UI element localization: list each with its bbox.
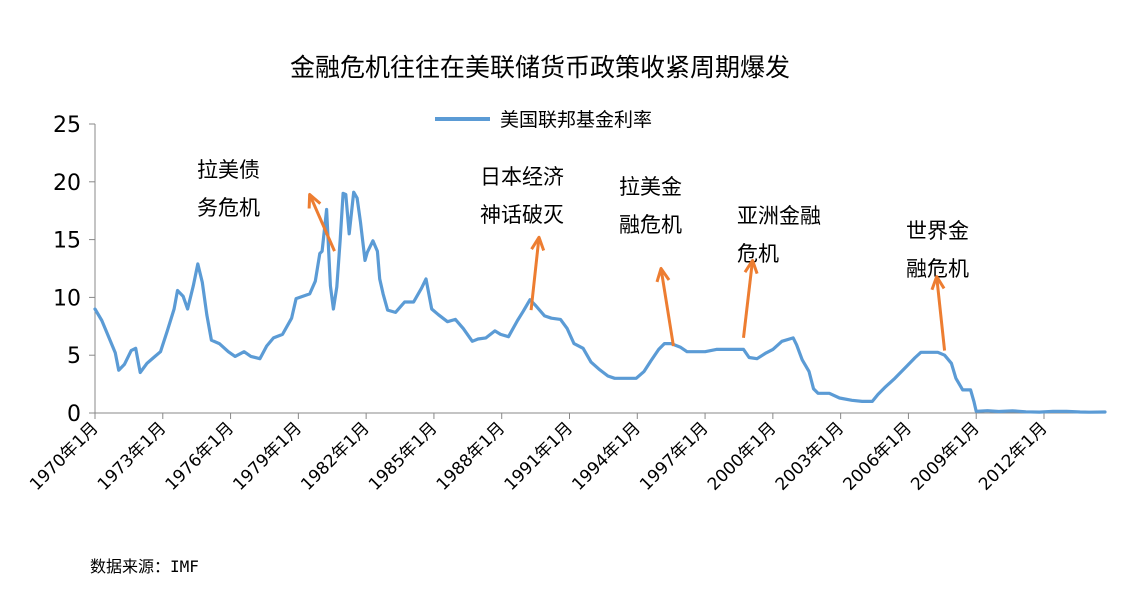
- x-tick-label: 1973年1月: [94, 418, 170, 494]
- y-tick-label: 25: [53, 113, 81, 138]
- annotation-arrowhead: [307, 193, 322, 209]
- annotation-label: 亚洲金融: [737, 204, 821, 228]
- annotation-arrow: [935, 276, 947, 351]
- x-tick-label: 2003年1月: [772, 418, 848, 494]
- y-tick-label: 10: [53, 286, 81, 311]
- annotation-label: 融危机: [619, 213, 682, 237]
- annotation-label: 危机: [737, 242, 779, 266]
- annotation-arrowhead: [743, 258, 759, 275]
- chart-title: 金融危机往往在美联储货币政策收紧周期爆发: [290, 53, 790, 82]
- x-tick-label: 1994年1月: [568, 418, 644, 494]
- x-tick-label: 1976年1月: [162, 418, 238, 494]
- annotation-label: 世界金: [906, 219, 969, 243]
- data-source: 数据来源：IMF: [90, 557, 199, 576]
- y-tick-label: 15: [53, 229, 81, 254]
- x-tick-label: 1979年1月: [229, 418, 305, 494]
- legend: 美国联邦基金利率: [435, 109, 652, 131]
- x-tick-label: 1970年1月: [26, 418, 102, 494]
- annotation-label: 拉美金: [619, 175, 682, 199]
- series-line: [93, 190, 1107, 414]
- x-tick-label: 1988年1月: [433, 418, 509, 494]
- x-tick-label: 1982年1月: [297, 418, 373, 494]
- x-tick-label: 2012年1月: [975, 418, 1051, 494]
- y-tick-label: 5: [67, 344, 81, 369]
- annotation-arrow: [659, 268, 675, 347]
- annotation-arrowhead: [930, 275, 946, 291]
- legend-label: 美国联邦基金利率: [500, 109, 652, 131]
- annotation-arrowhead: [530, 235, 546, 251]
- annotation-label: 神话破灭: [480, 203, 564, 227]
- x-tick-label: 1997年1月: [636, 418, 712, 494]
- x-tick-label: 2009年1月: [907, 418, 983, 494]
- annotation-arrow: [308, 193, 336, 252]
- x-tick-label: 2000年1月: [704, 418, 780, 494]
- plot-area: [93, 190, 1107, 414]
- x-tick-label: 1991年1月: [501, 418, 577, 494]
- x-tick-label: 2006年1月: [840, 418, 916, 494]
- annotation-label: 务危机: [197, 196, 260, 220]
- annotation-arrow: [741, 260, 755, 339]
- annotation-label: 拉美债: [197, 158, 260, 182]
- y-tick-label: 0: [67, 402, 81, 427]
- annotation-arrow: [529, 237, 541, 311]
- annotation-label: 日本经济: [480, 165, 564, 189]
- y-tick-label: 20: [53, 171, 81, 196]
- annotation-arrowhead: [655, 267, 671, 283]
- x-tick-label: 1985年1月: [365, 418, 441, 494]
